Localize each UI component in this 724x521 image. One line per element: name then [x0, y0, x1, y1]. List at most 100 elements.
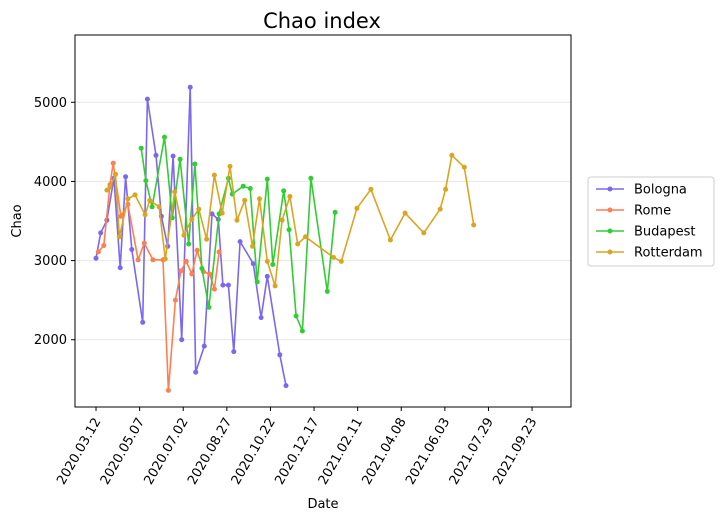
data-point-budapest [324, 288, 330, 294]
data-point-rome [110, 160, 116, 166]
data-point-budapest [240, 183, 246, 189]
data-point-budapest [186, 241, 192, 247]
data-point-budapest [247, 186, 253, 191]
legend-swatch-marker [607, 186, 613, 192]
y-axis-label: Chao [10, 204, 25, 237]
data-point-bologna [209, 211, 215, 217]
legend-item-budapest: Budapest [596, 225, 696, 240]
data-point-bologna [225, 282, 231, 288]
data-point-rome [183, 258, 189, 264]
data-point-rotterdam [250, 243, 255, 249]
data-point-rotterdam [147, 197, 153, 203]
data-point-budapest [264, 176, 270, 182]
data-point-budapest [138, 145, 144, 151]
data-point-rotterdam [125, 196, 131, 202]
data-point-rotterdam [443, 186, 449, 192]
data-point-bologna [179, 337, 185, 343]
data-point-budapest [149, 204, 155, 210]
data-point-rome [178, 268, 184, 274]
data-point-budapest [270, 262, 276, 267]
data-point-rome [141, 240, 147, 246]
legend-frame [587, 176, 715, 267]
y-tick-label: 4000 [34, 175, 67, 190]
y-tick-label: 5000 [34, 96, 67, 111]
data-point-bologna [123, 174, 129, 180]
data-point-bologna [231, 349, 237, 355]
data-point-rome [216, 249, 222, 255]
data-point-bologna [140, 319, 146, 325]
series-line-rotterdam [106, 154, 475, 287]
data-point-budapest [206, 304, 212, 310]
data-point-budapest [299, 328, 305, 334]
data-point-budapest [293, 313, 299, 319]
legend-label: Bologna [634, 183, 687, 198]
data-point-rotterdam [354, 205, 360, 211]
data-point-rome [118, 213, 124, 219]
data-point-rotterdam [338, 258, 344, 264]
data-point-rome [194, 247, 200, 253]
data-point-rotterdam [132, 192, 138, 198]
data-point-bologna [250, 261, 256, 267]
data-point-budapest [199, 266, 205, 271]
data-point-rotterdam [387, 237, 393, 243]
data-point-rotterdam [234, 217, 240, 223]
x-axis-label: Date [307, 497, 338, 512]
data-point-rotterdam [272, 283, 278, 289]
data-point-rotterdam [402, 210, 408, 216]
legend-label: Rotterdam [634, 246, 703, 261]
data-point-bologna [170, 153, 176, 159]
data-point-rotterdam [172, 189, 178, 195]
legend-item-rotterdam: Rotterdam [596, 246, 703, 261]
data-point-rome [211, 286, 217, 292]
data-point-bologna [187, 84, 193, 90]
data-point-rotterdam [189, 216, 195, 222]
data-point-bologna [277, 352, 283, 358]
data-point-rotterdam [162, 256, 168, 262]
data-point-rome [165, 387, 171, 393]
data-point-budapest [177, 156, 183, 162]
data-point-budapest [192, 161, 198, 167]
data-point-rotterdam [257, 196, 262, 202]
data-point-rome [101, 243, 107, 248]
legend-item-bologna: Bologna [596, 183, 687, 198]
data-point-budapest [332, 209, 338, 215]
data-point-rotterdam [287, 194, 293, 199]
data-point-rotterdam [471, 222, 477, 228]
data-point-rotterdam [279, 217, 285, 223]
data-point-bologna [144, 96, 150, 102]
legend-item-rome: Rome [596, 204, 671, 219]
data-point-bologna [93, 255, 99, 261]
data-point-rotterdam [264, 258, 270, 264]
chart-title: Chao index [263, 9, 381, 33]
data-point-rotterdam [295, 241, 301, 247]
data-point-bologna [117, 265, 123, 271]
data-point-rotterdam [331, 254, 336, 260]
data-point-budapest [143, 178, 149, 184]
data-point-rotterdam [181, 232, 187, 238]
data-point-bologna [264, 273, 270, 279]
plot-frame [74, 34, 572, 408]
data-point-rotterdam [219, 210, 225, 216]
y-tick-label: 3000 [34, 254, 67, 269]
data-point-rotterdam [227, 163, 233, 169]
legend-label: Rome [634, 204, 671, 219]
data-point-rotterdam [437, 206, 443, 212]
data-point-rotterdam [303, 234, 308, 240]
data-point-bologna [153, 152, 159, 158]
series-budapest [138, 134, 338, 334]
data-point-budapest [286, 227, 292, 233]
data-point-bologna [129, 247, 135, 252]
data-point-rotterdam [204, 236, 210, 242]
data-point-rome [135, 257, 141, 263]
data-point-rotterdam [449, 152, 455, 158]
data-point-bologna [237, 239, 243, 245]
data-point-rome [189, 271, 195, 277]
data-point-bologna [98, 230, 104, 236]
legend: Bologna Rome Budapest Rotterdam [587, 176, 715, 267]
legend-swatch-marker [607, 207, 613, 213]
data-point-rotterdam [461, 164, 467, 170]
legend-label: Budapest [634, 225, 696, 240]
series-layer [93, 84, 477, 393]
data-point-budapest [254, 279, 260, 285]
data-point-budapest [281, 188, 287, 194]
